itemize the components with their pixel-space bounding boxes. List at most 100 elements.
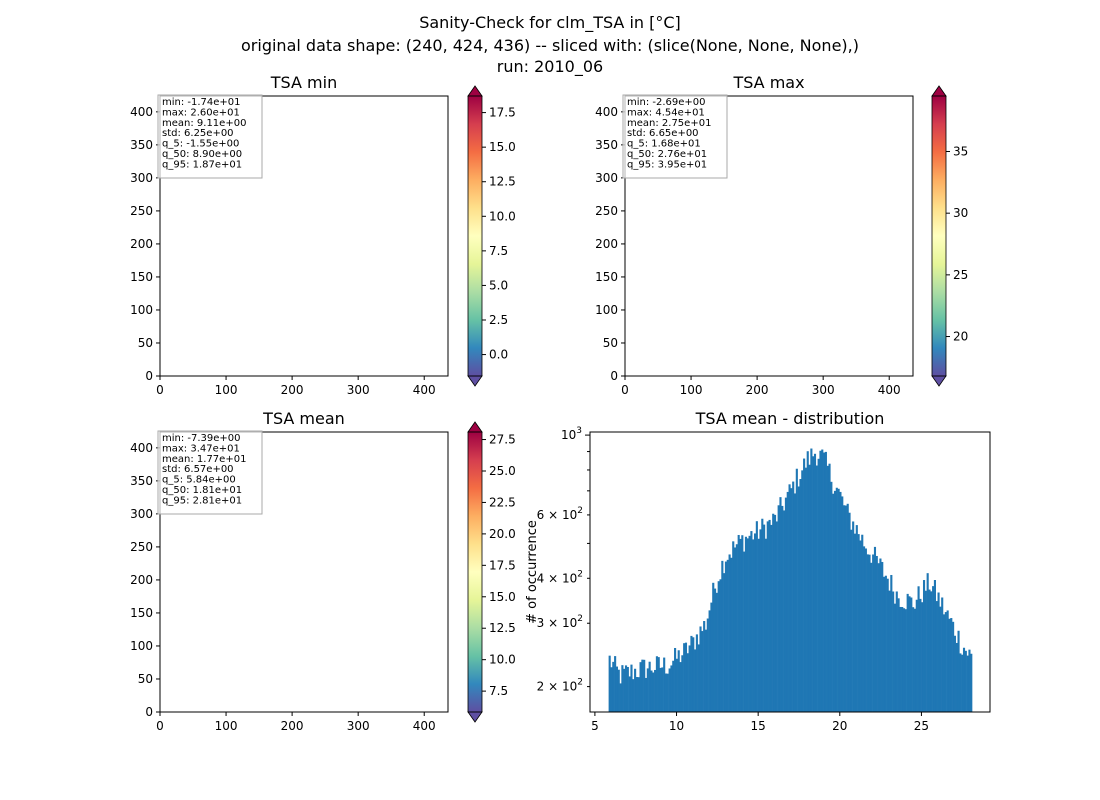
histogram-bar [757, 538, 760, 712]
stats-line: q_95: 2.81e+01 [162, 495, 242, 506]
histogram-bar [835, 487, 838, 712]
histogram-bar [784, 497, 787, 712]
histogram-bar [913, 608, 917, 712]
histogram-bar [704, 629, 708, 712]
histogram-bar [924, 590, 927, 712]
y-tick-label: 350 [130, 474, 153, 488]
colorbar-frame [467, 95, 483, 377]
histogram-bar [877, 563, 880, 712]
panel-tsa-max: TSA max 0 100 200 300 400 0 50 100 150 200 250 300 35… [595, 73, 968, 397]
histogram-bar [724, 561, 728, 712]
stats-line: q_50: 8.90e+00 [162, 149, 242, 160]
histogram-bar [630, 664, 633, 712]
y-tick-label: 150 [130, 606, 153, 620]
histogram-bar [744, 536, 748, 712]
stats-line: max: 4.54e+01 [627, 107, 705, 118]
histogram-bar [677, 650, 680, 712]
histogram-bar [846, 503, 849, 712]
histogram-bar [803, 458, 806, 712]
colorbar-tick-label: 5.0 [489, 278, 508, 292]
histogram-bar [699, 626, 702, 712]
histogram-bar [694, 649, 697, 712]
histogram-bar [819, 450, 822, 712]
x-tick-label: 0 [621, 383, 629, 397]
y-tick-label: 350 [595, 138, 618, 152]
histogram-bar [714, 588, 717, 712]
histogram-bar [663, 657, 666, 712]
histogram-bar [773, 514, 777, 712]
x-tick-label: 300 [347, 383, 370, 397]
y-tick-label: 6 × 102 [537, 506, 583, 522]
colorbar-tick-label: 10.0 [489, 653, 516, 667]
y-tick-label: 103 [561, 426, 582, 442]
colorbar-gradient [468, 432, 482, 712]
histogram-bar [763, 524, 766, 712]
histogram-bar [674, 647, 677, 712]
histogram-bar [824, 451, 827, 712]
histogram-bar [864, 548, 867, 712]
histogram-bar [848, 512, 851, 712]
colorbar: 20 25 30 35 [931, 85, 968, 387]
histogram-bar [639, 662, 642, 712]
histogram-bar [737, 534, 740, 712]
y-tick-label: 250 [130, 540, 153, 554]
y-tick-label: 150 [595, 270, 618, 284]
histogram-bar [906, 593, 909, 712]
colorbar-tick-label: 0.0 [489, 348, 508, 362]
histogram-bar [881, 561, 884, 712]
histogram-bar [608, 655, 611, 712]
histogram-bar [708, 610, 711, 712]
histogram-bar [799, 479, 802, 712]
histogram-bar [863, 546, 866, 712]
histogram-bar [695, 634, 698, 712]
histogram-bar [804, 467, 807, 712]
stats-line: mean: 2.75e+01 [627, 118, 711, 129]
y-tick-label: 150 [130, 270, 153, 284]
histogram-bar [837, 488, 840, 712]
histogram-bar [917, 586, 920, 712]
histogram-bar [961, 654, 964, 712]
stats-line: max: 3.47e+01 [162, 443, 240, 454]
histogram-bar [777, 505, 780, 712]
histogram-bar [872, 554, 875, 712]
histogram-bar [950, 618, 953, 712]
histogram-bar [908, 596, 911, 712]
alps-range [259, 588, 312, 601]
stats-line: std: 6.57e+00 [162, 464, 234, 475]
histogram-bar [730, 557, 733, 712]
histogram-bar [675, 658, 678, 712]
histogram-bar [783, 510, 786, 712]
histogram-bar [941, 597, 944, 712]
y-tick-label: 250 [595, 204, 618, 218]
histogram-bar [893, 603, 897, 712]
y-tick-label: 300 [595, 171, 618, 185]
pyrenees-range [207, 598, 232, 608]
colorbar: 7.5 10.0 12.5 15.0 17.5 20.0 22.5 25.0 27.5 [467, 421, 516, 723]
figure-title-line-1: Sanity-Check for clm_TSA in [°C] [419, 13, 681, 33]
histogram-bar [688, 645, 691, 712]
histogram-bar [968, 649, 971, 712]
pyrenees-range [672, 262, 697, 272]
histogram-bar [644, 677, 648, 712]
histogram-bar [901, 607, 904, 712]
histogram-bar [853, 533, 857, 712]
histogram-bar [753, 533, 757, 712]
histogram-bar [957, 630, 960, 712]
y-tick-label: 100 [130, 639, 153, 653]
histogram-bar [808, 464, 811, 712]
y-tick-label: 200 [595, 237, 618, 251]
x-tick-label: 400 [413, 719, 436, 733]
histogram-bar [779, 497, 782, 712]
histogram-bar [790, 488, 793, 712]
stats-line: q_5: 1.68e+01 [627, 139, 701, 150]
stats-line: min: -2.69e+00 [627, 97, 706, 108]
histogram-bar [748, 535, 751, 712]
histogram-bar [643, 659, 646, 712]
colorbar-tick-label: 25 [953, 268, 968, 282]
histogram-bar [883, 576, 886, 712]
histogram-bar [664, 673, 668, 712]
x-tick-label: 0 [156, 719, 164, 733]
stats-line: std: 6.65e+00 [627, 128, 699, 139]
stats-line: min: -7.39e+00 [162, 433, 241, 444]
histogram-bar [879, 558, 882, 712]
